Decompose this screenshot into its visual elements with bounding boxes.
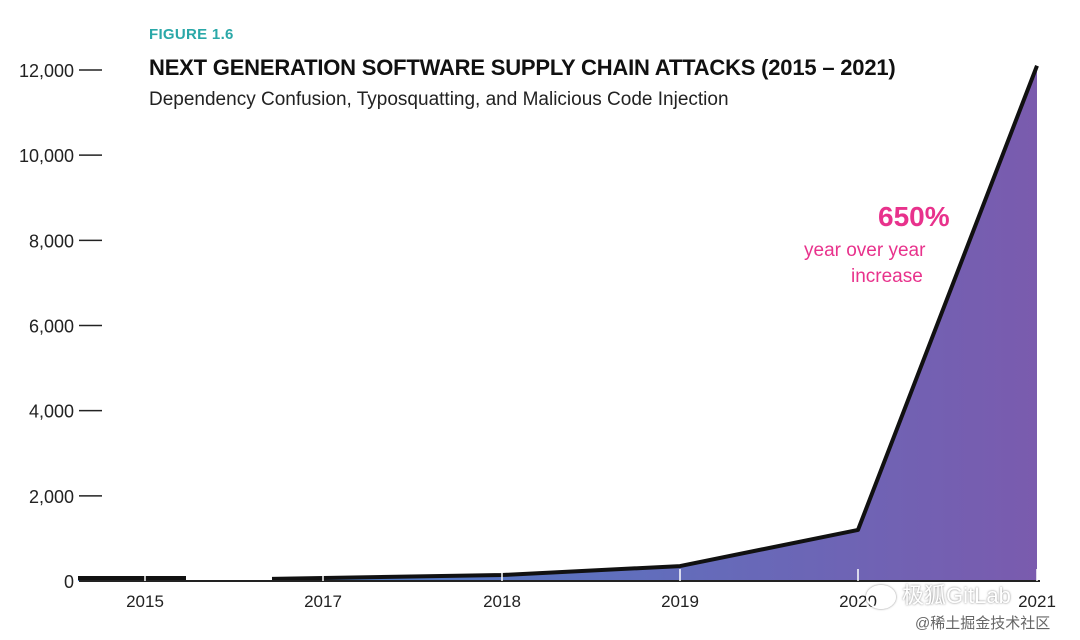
area-fill xyxy=(272,65,1037,581)
growth-callout-line1: year over year xyxy=(804,240,926,261)
y-tick-label: 4,000 xyxy=(29,402,74,422)
watermark-text: 极狐GitLab xyxy=(902,583,1011,608)
watermark-sub: @稀土掘金技术社区 xyxy=(915,615,1051,632)
growth-callout-line2: increase xyxy=(851,266,923,287)
y-tick-label: 6,000 xyxy=(29,317,74,337)
chart-title: NEXT GENERATION SOFTWARE SUPPLY CHAIN AT… xyxy=(149,55,896,80)
x-tick-label: 2017 xyxy=(304,592,342,611)
series xyxy=(78,65,1039,581)
series-line xyxy=(271,65,1039,581)
watermark: 极狐GitLab xyxy=(866,578,1011,610)
x-tick-label: 2018 xyxy=(483,592,521,611)
y-axis: 0 2,000 4,000 6,000 8,000 10,000 12,000 xyxy=(19,61,102,592)
y-tick-label: 2,000 xyxy=(29,487,74,507)
x-axis: 2015 2017 2018 2019 2020 2021 xyxy=(79,569,1056,611)
y-tick-label: 12,000 xyxy=(19,61,74,81)
y-tick-label: 8,000 xyxy=(29,231,74,251)
chart-subtitle: Dependency Confusion, Typosquatting, and… xyxy=(149,89,729,110)
x-tick-label: 2015 xyxy=(126,592,164,611)
figure-label: FIGURE 1.6 xyxy=(149,26,234,43)
x-tick-label: 2021 xyxy=(1018,592,1056,611)
wechat-icon xyxy=(866,585,896,610)
growth-callout-value: 650% xyxy=(878,201,950,232)
y-tick-label: 10,000 xyxy=(19,146,74,166)
y-tick-label: 0 xyxy=(64,572,74,592)
x-tick-label: 2019 xyxy=(661,592,699,611)
